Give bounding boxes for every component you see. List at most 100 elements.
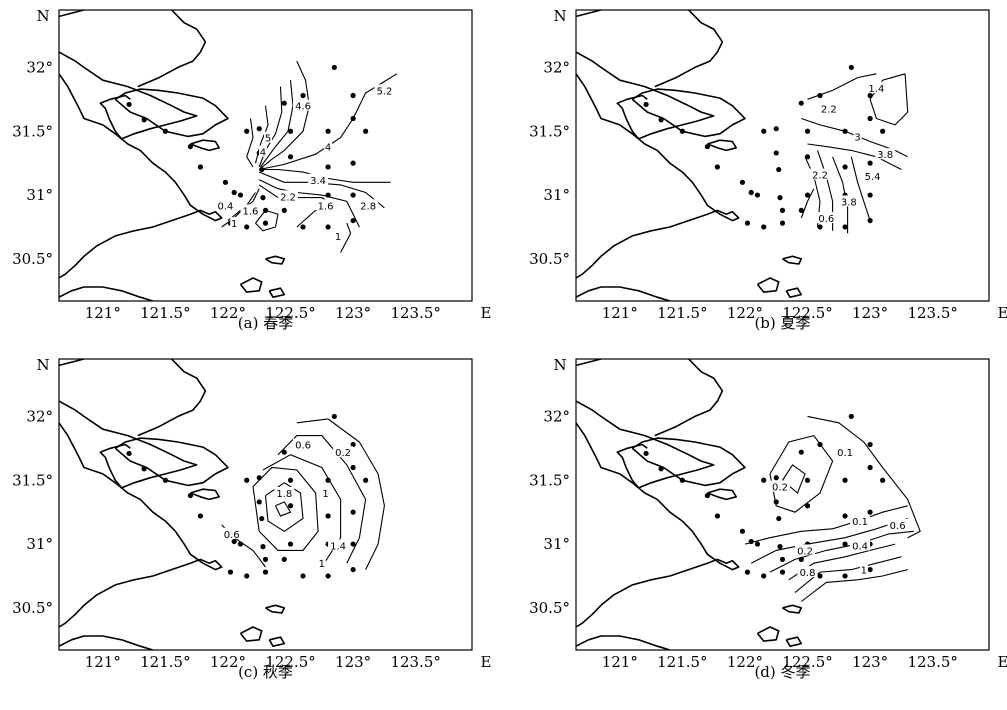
contour-label-bg (334, 229, 343, 241)
contour-label: 2.8 (360, 201, 376, 212)
x-tick-label: 121° (602, 653, 638, 671)
contour-label: 5 (265, 134, 271, 145)
contour-line (258, 184, 336, 228)
station-dot (300, 573, 306, 579)
contour-line (807, 143, 902, 170)
x-tick-label: 123.5° (390, 304, 440, 322)
station-dot (325, 192, 331, 198)
contour-label-bg (308, 173, 329, 185)
contour-label: 4.6 (295, 102, 311, 113)
contour-label: 0.4 (217, 201, 233, 212)
contour-line (769, 434, 834, 513)
y-tick-label: 32° (543, 58, 570, 76)
x-tick-label: 123° (335, 653, 371, 671)
station-dot (842, 573, 848, 579)
panel-caption: (a) 春季 (238, 314, 293, 332)
station-dot (259, 166, 265, 173)
contour-label: 0.6 (890, 521, 906, 532)
coastline (190, 488, 220, 501)
station-dot (363, 128, 369, 134)
contour-label: 1.4 (868, 84, 884, 95)
x-tick-label: 122° (210, 653, 246, 671)
y-tick-label: 31° (26, 535, 53, 553)
y-tick-label: 31° (543, 186, 570, 204)
coastline (782, 255, 803, 265)
station-dot (244, 573, 250, 579)
coastline (576, 10, 602, 18)
station-dot (325, 164, 331, 170)
station-dot (848, 413, 854, 420)
station-dot (262, 556, 269, 562)
contour-label: 3.8 (877, 150, 893, 161)
x-tick-label: 121.5° (657, 304, 707, 322)
station-dot (817, 573, 823, 579)
station-dot (350, 192, 356, 198)
contour-line (296, 418, 385, 570)
station-dot (325, 573, 331, 579)
coastline (576, 422, 740, 628)
station-dot (842, 477, 848, 483)
coastline (265, 255, 286, 265)
contour-label: 3.8 (841, 197, 857, 208)
contour-label-bg (240, 204, 261, 216)
coastline (114, 437, 229, 487)
x-tick-label: 123.5° (390, 653, 440, 671)
map-content: 0.1 0.2 0.1 0.6 0.4 0.2 0.8 1 (576, 359, 921, 650)
station-dot (867, 566, 873, 573)
station-dot (350, 115, 356, 122)
station-dot (281, 100, 287, 106)
station-dot (222, 179, 229, 185)
contour-label-bg (293, 438, 314, 450)
contour-line (275, 501, 292, 517)
station-dot (761, 573, 767, 579)
station-dot (244, 477, 250, 483)
contour-line (340, 222, 352, 253)
contour-label: 0.6 (818, 214, 834, 225)
station-dot (754, 541, 761, 547)
station-dot (773, 150, 779, 156)
station-dot (325, 513, 331, 519)
contour-label-bg (887, 518, 908, 530)
y-tick-label: 32° (543, 407, 570, 425)
panel-caption: (c) 秋季 (238, 663, 293, 681)
contour-label-bg (230, 217, 239, 229)
coastline (59, 51, 198, 140)
contour-line (264, 482, 304, 532)
contour-label: 4 (325, 143, 331, 154)
contour-label: 1 (319, 559, 325, 570)
station-dot (804, 154, 811, 160)
station-dot (350, 566, 356, 573)
y-tick-label: 30.5° (529, 599, 570, 617)
contour-label: 0.1 (837, 448, 853, 459)
map-panel-1: 5.2 4.6 4 4 5 3.4 2.2 2.8 1.6 1.6 0.4 1 1 121° 121.5° 1… (12, 7, 491, 332)
contour-line (277, 435, 367, 564)
station-dot (658, 117, 664, 123)
station-dot (287, 154, 294, 160)
station-dot (237, 541, 244, 547)
x-tick-label: 121° (602, 304, 638, 322)
contour-label: 0.6 (224, 530, 240, 541)
station-dot (350, 441, 356, 448)
coastline (576, 51, 715, 140)
map-frame (575, 9, 990, 302)
east-label: E (998, 653, 1007, 671)
contour-label-bg (769, 480, 790, 492)
station-dot (761, 477, 767, 483)
station-dot (748, 538, 754, 545)
coastline (631, 437, 746, 487)
station-dot (658, 466, 664, 472)
contour-line (807, 415, 921, 539)
station-dot (777, 195, 783, 201)
station-dot (798, 449, 804, 455)
station-dot (779, 220, 786, 226)
station-dot (331, 64, 337, 71)
contour-label: 0.6 (295, 441, 311, 452)
station-dot (773, 475, 779, 481)
coastline (576, 73, 740, 279)
station-dot (798, 556, 804, 562)
contour-line (750, 517, 908, 564)
contour-label-bg (315, 199, 336, 211)
y-tick-label: 31.5° (529, 471, 570, 489)
coastline (576, 635, 671, 650)
station-dot (350, 160, 356, 166)
